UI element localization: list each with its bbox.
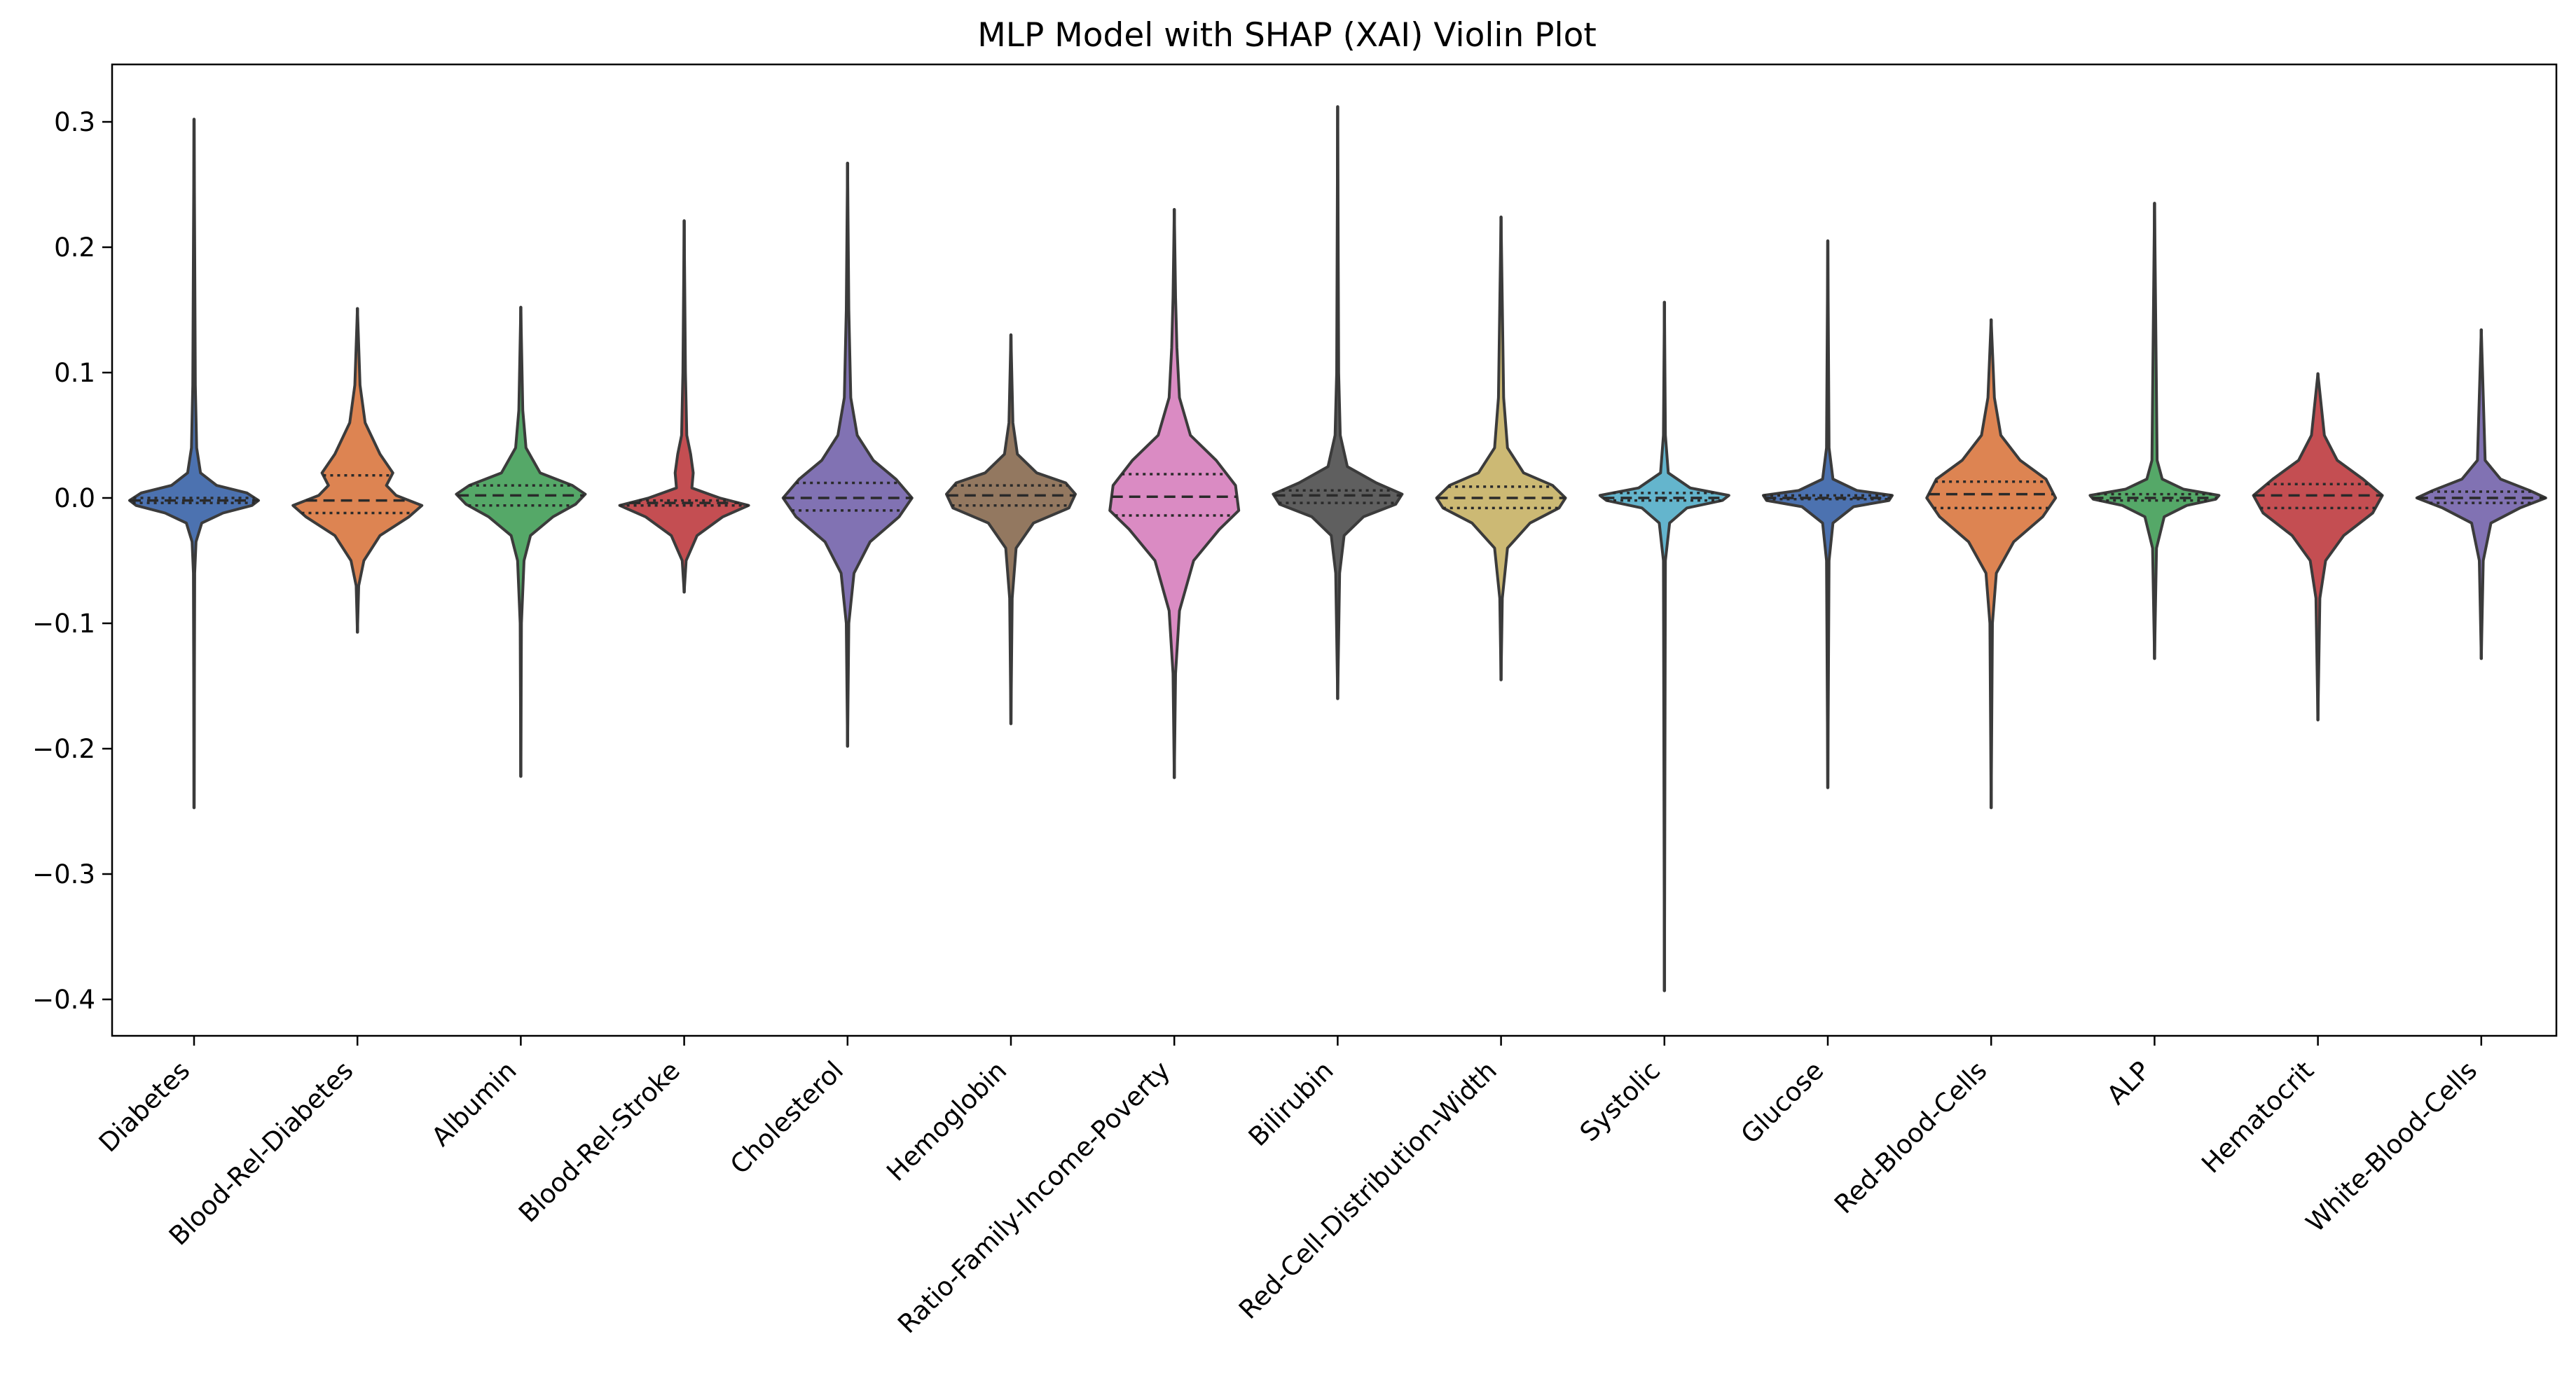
violin-bilirubin [1272, 105, 1404, 700]
violin-body [1272, 105, 1404, 700]
x-tick-label: Albumin [426, 1055, 523, 1152]
violin-cholesterol [781, 161, 914, 748]
violin-systolic [1598, 300, 1730, 992]
violin-diabetes [128, 118, 260, 810]
y-tick-label: 0.3 [54, 107, 95, 137]
violin-body [781, 162, 914, 748]
x-tick-label: Blood-Rel-Stroke [513, 1055, 686, 1228]
violin-body [618, 219, 750, 594]
x-tick-label: ALP [2101, 1055, 2156, 1111]
y-tick-label: 0.0 [54, 483, 95, 513]
x-tick-label: Bilirubin [1243, 1055, 1339, 1152]
plot-area [128, 105, 2547, 992]
y-axis: 0.3 0.2 0.1 0.0 −0.1 −0.2 −0.3 −0.4 [32, 107, 112, 1015]
y-tick-label: 0.2 [54, 233, 95, 263]
violin-blood-rel-stroke [618, 219, 750, 594]
x-tick-label: Ratio-Family-Income-Poverty [892, 1055, 1176, 1339]
violin-albumin [455, 305, 587, 778]
violin-body [2415, 328, 2547, 660]
violin-body [128, 118, 260, 810]
x-tick-label: White-Blood-Cells [2300, 1055, 2483, 1238]
violin-body [1598, 300, 1730, 992]
x-tick-label: Diabetes [93, 1055, 196, 1158]
x-tick-label: Systolic [1574, 1055, 1666, 1147]
y-tick-label: −0.1 [32, 609, 95, 639]
violin-body [2252, 372, 2384, 721]
x-tick-label: Blood-Rel-Diabetes [163, 1055, 359, 1252]
axes-frame [111, 63, 2558, 1037]
violin-red-blood-cells [1925, 318, 2058, 810]
x-tick-label: Glucose [1735, 1055, 1830, 1150]
violin-body [1435, 216, 1567, 681]
y-tick-label: 0.1 [54, 358, 95, 388]
violin-red-cell-distribution-width [1435, 215, 1567, 681]
violin-body [1108, 208, 1241, 779]
x-tick-label: Cholesterol [724, 1055, 849, 1180]
x-tick-label: Red-Blood-Cells [1828, 1055, 1992, 1219]
violin-body [1762, 240, 1894, 789]
violin-hemoglobin [945, 333, 1077, 726]
violin-body [945, 333, 1077, 726]
y-tick-label: −0.2 [32, 734, 95, 764]
violin-body [1925, 318, 2058, 810]
violin-body [2088, 202, 2221, 660]
violin-alp [2088, 202, 2221, 660]
y-tick-label: −0.4 [32, 985, 95, 1015]
violin-body [455, 305, 587, 778]
violin-glucose [1762, 239, 1894, 789]
violin-body [291, 307, 424, 634]
x-tick-label: Red-Cell-Distribution-Width [1233, 1055, 1503, 1325]
chart-title: MLP Model with SHAP (XAI) Violin Plot [977, 16, 1597, 55]
violin-blood-rel-diabetes [291, 307, 424, 634]
violin-hematocrit [2252, 372, 2384, 722]
violin-white-blood-cells [2415, 328, 2547, 660]
x-tick-label: Hemoglobin [881, 1055, 1012, 1187]
y-tick-label: −0.3 [32, 859, 95, 889]
violin-ratio-family-income-poverty [1108, 208, 1241, 779]
x-tick-label: Hematocrit [2196, 1055, 2320, 1179]
